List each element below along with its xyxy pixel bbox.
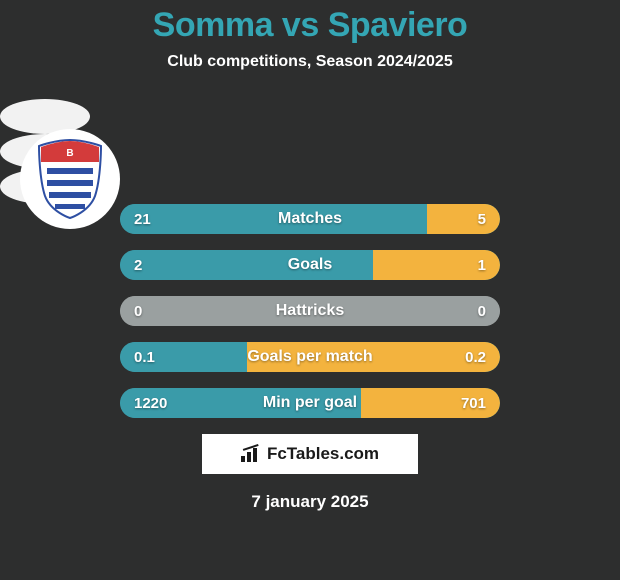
snapshot-date: 7 january 2025 bbox=[0, 492, 620, 512]
club-left-badge: B bbox=[20, 129, 120, 229]
bar-chart-icon bbox=[241, 446, 261, 462]
stat-bar: 215Matches bbox=[120, 204, 500, 234]
stat-bar: 21Goals bbox=[120, 250, 500, 280]
content-area: B 215Matches 21Goals 00Hattricks 0.10.2Goal… bbox=[0, 99, 620, 512]
stat-bar: 1220701Min per goal bbox=[120, 388, 500, 418]
shield-icon: B bbox=[35, 138, 105, 220]
stat-label: Goals bbox=[120, 256, 500, 274]
stat-label: Matches bbox=[120, 210, 500, 228]
brand-label: FcTables.com bbox=[267, 444, 379, 464]
subtitle: Club competitions, Season 2024/2025 bbox=[0, 53, 620, 71]
page-title: Somma vs Spaviero bbox=[0, 6, 620, 45]
stat-label: Min per goal bbox=[120, 394, 500, 412]
comparison-widget: Somma vs Spaviero Club competitions, Sea… bbox=[0, 0, 620, 512]
comparison-bars: 215Matches 21Goals 00Hattricks 0.10.2Goals … bbox=[120, 204, 500, 418]
stat-bar: 0.10.2Goals per match bbox=[120, 342, 500, 372]
brand-watermark: FcTables.com bbox=[202, 434, 418, 474]
svg-text:B: B bbox=[66, 148, 73, 159]
stat-label: Hattricks bbox=[120, 302, 500, 320]
stat-bar: 00Hattricks bbox=[120, 296, 500, 326]
stat-label: Goals per match bbox=[120, 348, 500, 366]
